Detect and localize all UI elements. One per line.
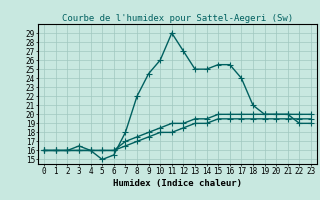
X-axis label: Humidex (Indice chaleur): Humidex (Indice chaleur) [113,179,242,188]
Title: Courbe de l'humidex pour Sattel-Aegeri (Sw): Courbe de l'humidex pour Sattel-Aegeri (… [62,14,293,23]
